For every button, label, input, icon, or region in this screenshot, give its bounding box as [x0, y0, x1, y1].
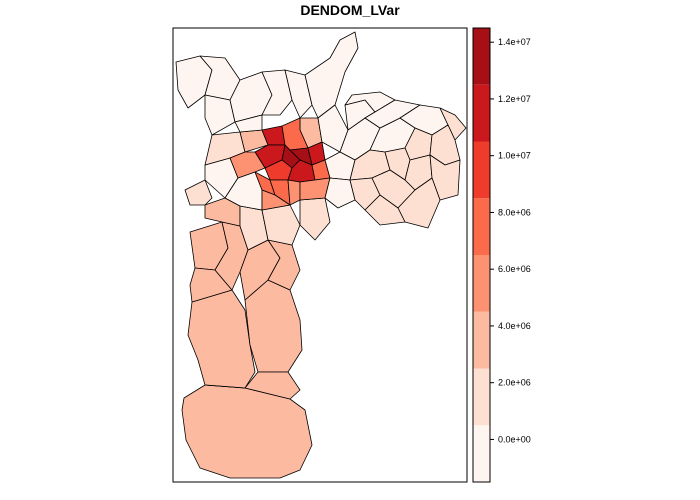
legend-cell-1	[473, 368, 490, 426]
legend-tick-label: 1.2e+07	[498, 94, 531, 104]
legend-cell-3	[473, 255, 490, 312]
district-east-11	[439, 107, 467, 141]
map-title: DENDOM_LVar	[300, 2, 400, 18]
legend-color-bar	[472, 27, 491, 483]
district-south-6	[189, 267, 233, 303]
legend-tick-label: 8.0e+06	[498, 207, 531, 217]
legend-frame	[472, 27, 491, 483]
legend-cell-4	[473, 198, 490, 255]
legend-tick-label: 1.4e+07	[498, 37, 531, 47]
legend-tick-label: 0.0e+00	[498, 434, 531, 444]
legend-cell-5	[473, 141, 490, 199]
legend-ticks: 0.0e+00 2.0e+06 4.0e+06 6.0e+06 8.0e+06 1.0e+…	[490, 37, 531, 444]
legend-cell-7	[473, 28, 490, 85]
legend-cell-6	[473, 84, 490, 142]
district-north-7	[304, 31, 359, 119]
district-north-6	[284, 69, 313, 119]
district-south-4	[204, 371, 301, 400]
legend-tick-label: 2.0e+06	[498, 378, 531, 388]
district-north-3	[204, 94, 236, 136]
district-south-3	[244, 279, 303, 373]
legend-tick-label: 4.0e+06	[498, 321, 531, 331]
district-east-3	[324, 177, 356, 209]
district-east-19	[364, 194, 406, 226]
legend-cell-0	[473, 425, 490, 482]
district-south-12	[261, 204, 301, 246]
district-polygons	[175, 31, 467, 479]
legend-tick-label: 1.0e+07	[498, 151, 531, 161]
district-south-1	[181, 384, 313, 479]
district-center-11	[287, 179, 301, 206]
legend-tick-label: 6.0e+06	[498, 264, 531, 274]
district-west-1	[184, 179, 213, 206]
district-south-2	[187, 289, 256, 389]
legend-cell-2	[473, 311, 490, 369]
district-center-15	[261, 189, 291, 211]
map-frame	[172, 27, 468, 483]
district-south-13	[299, 197, 331, 241]
